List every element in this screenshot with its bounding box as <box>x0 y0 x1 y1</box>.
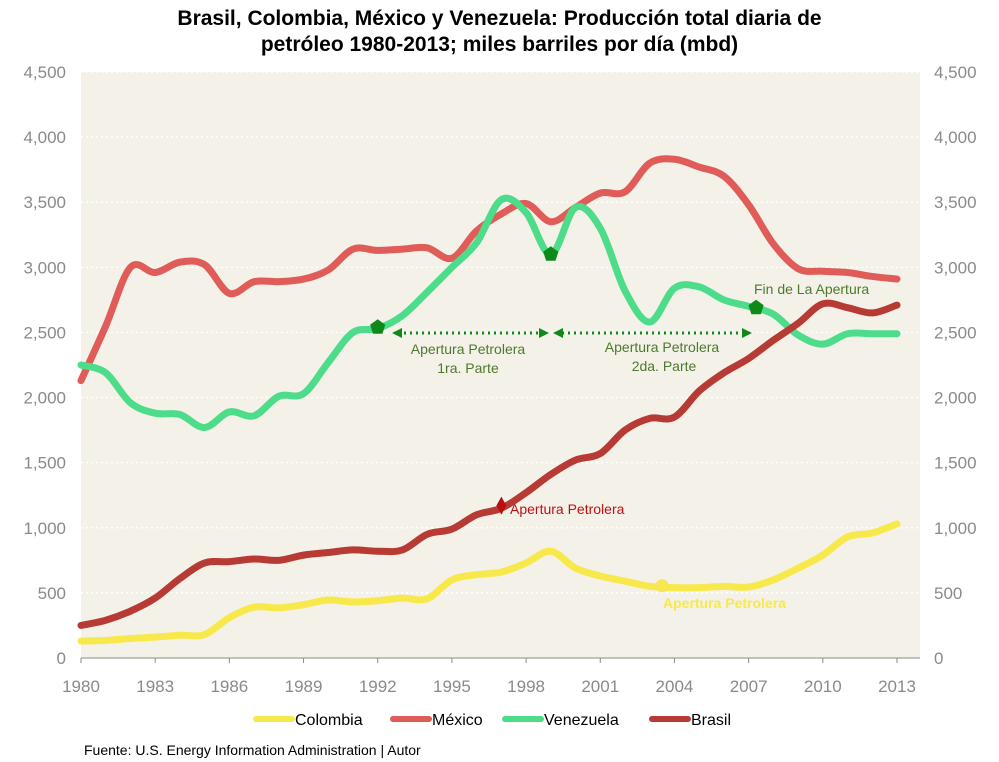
x-tick-label: 1980 <box>62 677 100 696</box>
legend-item-venezuela: Venezuela <box>502 712 619 729</box>
annotation-venezuela-2da-line2: 2da. Parte <box>632 358 697 374</box>
marker-circle <box>655 579 669 593</box>
marker-diamond <box>496 496 507 515</box>
marker-pentagon <box>748 299 764 315</box>
y-tick-label-right: 0 <box>934 649 943 668</box>
y-tick-label-left: 3,000 <box>23 258 66 277</box>
y-tick-label-left: 1,000 <box>23 519 66 538</box>
y-tick-label-right: 1,500 <box>934 454 977 473</box>
chart-title-line-1: Brasil, Colombia, México y Venezuela: Pr… <box>177 7 822 30</box>
marker-pentagon <box>370 319 386 334</box>
x-tick-label: 1998 <box>507 677 545 696</box>
x-tick-label: 1992 <box>359 677 397 696</box>
y-tick-label-right: 3,000 <box>934 258 977 277</box>
y-tick-label-left: 3,500 <box>23 193 66 212</box>
annotation-colombia-apertura: Apertura Petrolera <box>663 595 786 611</box>
y-tick-label-right: 2,000 <box>934 389 977 408</box>
y-tick-label-right: 3,500 <box>934 193 977 212</box>
y-tick-label-right: 4,000 <box>934 128 977 147</box>
x-tick-label: 2007 <box>730 677 768 696</box>
x-tick-label: 2013 <box>878 677 916 696</box>
source-note: Fuente: U.S. Energy Information Administ… <box>84 742 421 758</box>
y-tick-label-left: 4,500 <box>23 63 66 82</box>
x-axis-ticks: 1980 1983 1986 1989 1992 1995 1998 2001 2004 2007… <box>62 658 916 696</box>
legend: Colombia México Venezuela Brasil <box>253 712 731 729</box>
x-tick-label: 2001 <box>581 677 619 696</box>
markers <box>370 246 764 593</box>
legend-label-brasil: Brasil <box>691 712 731 729</box>
y-tick-label-right: 4,500 <box>934 63 977 82</box>
chart-title-line-2: petróleo 1980-2013; miles barriles por d… <box>260 33 739 56</box>
annotation-brasil-apertura: Apertura Petrolera <box>510 501 625 517</box>
annotation-venezuela-2da-line1: Apertura Petrolera <box>605 339 720 355</box>
legend-label-colombia: Colombia <box>295 712 363 729</box>
apertura-1ra-arrowhead-right <box>539 328 549 338</box>
annotations: Apertura Petrolera 1ra. Parte Apertura P… <box>392 281 869 611</box>
series-line-brasil <box>77 299 901 629</box>
x-tick-label: 2010 <box>804 677 842 696</box>
marker-pentagon <box>543 246 559 261</box>
annotation-venezuela-1ra-line2: 1ra. Parte <box>437 360 499 376</box>
y-axis-right: 0 500 1,000 1,500 2,000 2,500 3,000 3,500 4,000 4… <box>934 63 977 668</box>
series-line-colombia <box>77 520 901 645</box>
apertura-1ra-arrowhead-left <box>392 328 402 338</box>
x-tick-label: 1989 <box>285 677 323 696</box>
x-tick-label: 2004 <box>656 677 694 696</box>
y-tick-label-left: 1,500 <box>23 454 66 473</box>
annotation-fin-apertura: Fin de La Apertura <box>754 281 869 297</box>
y-tick-label-left: 0 <box>57 649 66 668</box>
x-tick-label: 1986 <box>210 677 248 696</box>
apertura-2da-arrowhead-right <box>742 328 752 338</box>
series-lines <box>77 155 901 645</box>
apertura-2da-arrowhead-left <box>553 328 563 338</box>
y-tick-label-left: 2,500 <box>23 323 66 342</box>
y-tick-label-left: 2,000 <box>23 389 66 408</box>
y-axis-left: 0 500 1,000 1,500 2,000 2,500 3,000 3,500 4,000 4… <box>23 63 66 668</box>
legend-item-brasil: Brasil <box>649 712 731 729</box>
y-tick-label-right: 2,500 <box>934 323 977 342</box>
y-tick-label-right: 1,000 <box>934 519 977 538</box>
legend-item-mexico: México <box>390 712 483 729</box>
legend-item-colombia: Colombia <box>253 712 363 729</box>
y-tick-label-left: 500 <box>38 584 66 603</box>
x-tick-label: 1995 <box>433 677 471 696</box>
legend-label-venezuela: Venezuela <box>544 712 619 729</box>
chart-title: Brasil, Colombia, México y Venezuela: Pr… <box>0 6 999 58</box>
annotation-venezuela-1ra-line1: Apertura Petrolera <box>411 341 526 357</box>
y-tick-label-left: 4,000 <box>23 128 66 147</box>
y-tick-label-right: 500 <box>934 584 962 603</box>
legend-label-mexico: México <box>432 712 483 729</box>
x-tick-label: 1983 <box>136 677 174 696</box>
